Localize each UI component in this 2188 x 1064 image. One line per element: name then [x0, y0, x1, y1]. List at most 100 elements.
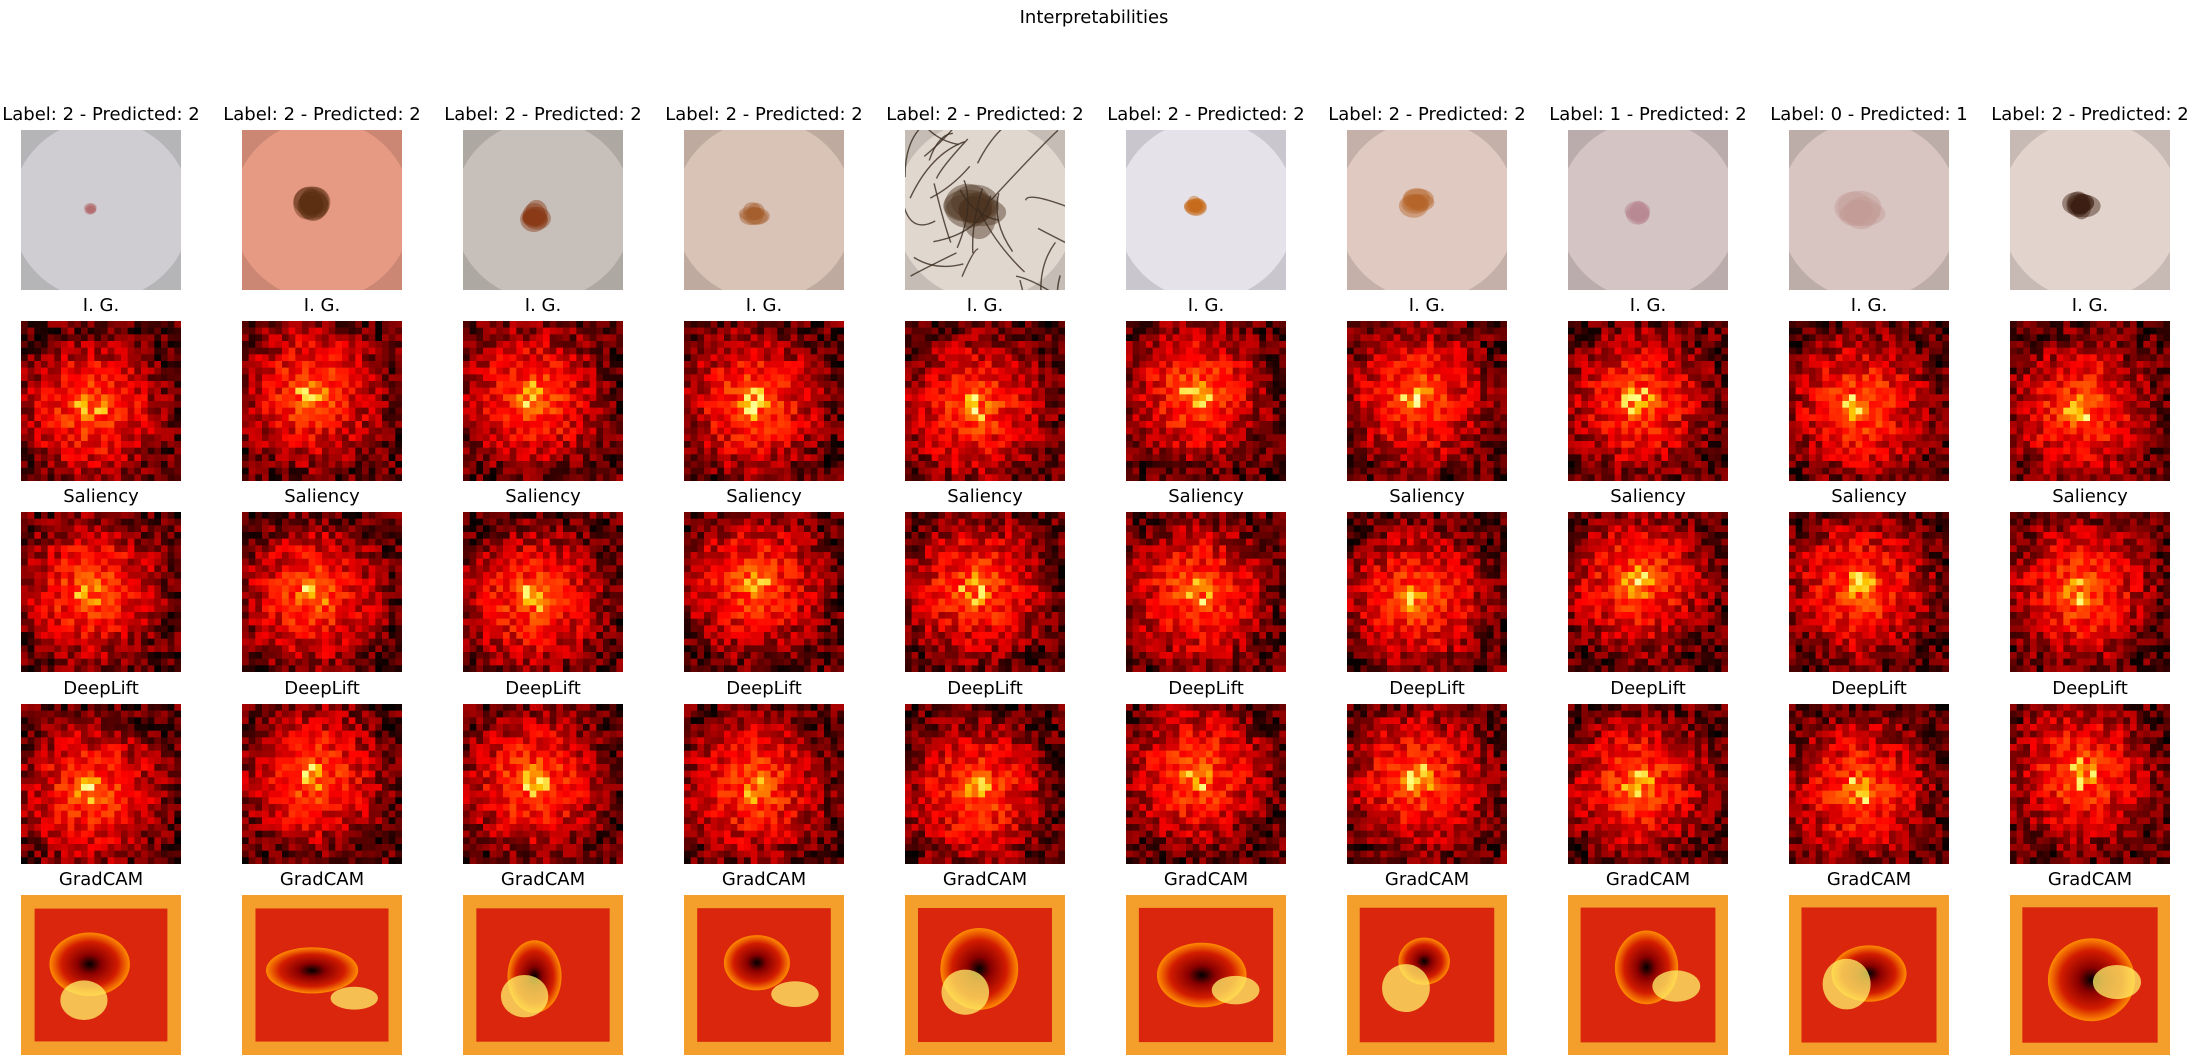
deeplift-title: DeepLift: [947, 678, 1023, 699]
ig-title: I. G.: [1850, 295, 1888, 316]
deeplift-heatmap: [1568, 704, 1728, 864]
deeplift-title: DeepLift: [63, 678, 139, 699]
gradcam-title: GradCAM: [2047, 869, 2133, 890]
deeplift-heatmap: [2010, 704, 2170, 864]
cell-gradcam-7: GradCAM: [1317, 869, 1537, 1059]
ig-heatmap: [242, 321, 402, 481]
ig-title: I. G.: [303, 295, 341, 316]
saliency-map: [905, 512, 1065, 672]
sample-title: Label: 2 - Predicted: 2: [665, 104, 863, 125]
cell-deeplift-6: DeepLift: [1096, 678, 1316, 868]
cell-saliency-4: Saliency: [654, 486, 874, 676]
cell-gradcam-2: GradCAM: [212, 869, 432, 1059]
deeplift-title: DeepLift: [1168, 678, 1244, 699]
saliency-title: Saliency: [1389, 486, 1465, 507]
cell-input-4: Label: 2 - Predicted: 2: [654, 104, 874, 294]
ig-heatmap: [21, 321, 181, 481]
gradcam-heatmap: [684, 895, 844, 1055]
saliency-heatmap: [1126, 512, 1286, 672]
ig-heatmap: [905, 321, 1065, 481]
ig-map: [242, 321, 402, 481]
sample-title: Label: 0 - Predicted: 1: [1770, 104, 1968, 125]
saliency-heatmap: [463, 512, 623, 672]
lesion-image: [1126, 130, 1286, 290]
cell-deeplift-4: DeepLift: [654, 678, 874, 868]
ig-title: I. G.: [1187, 295, 1225, 316]
ig-map: [463, 321, 623, 481]
deeplift-heatmap: [21, 704, 181, 864]
cell-ig-7: I. G.: [1317, 295, 1537, 485]
sample-title: Label: 2 - Predicted: 2: [886, 104, 1084, 125]
saliency-heatmap: [1568, 512, 1728, 672]
gradcam-map: [21, 895, 181, 1055]
cell-deeplift-9: DeepLift: [1759, 678, 1979, 868]
lesion-image: [684, 130, 844, 290]
cell-saliency-6: Saliency: [1096, 486, 1316, 676]
gradcam-map: [905, 895, 1065, 1055]
saliency-map: [2010, 512, 2170, 672]
cell-saliency-1: Saliency: [0, 486, 211, 676]
lesion-image: [2010, 130, 2170, 290]
saliency-title: Saliency: [947, 486, 1023, 507]
gradcam-title: GradCAM: [721, 869, 807, 890]
cell-input-1: Label: 2 - Predicted: 2: [0, 104, 211, 294]
deeplift-title: DeepLift: [1610, 678, 1686, 699]
saliency-heatmap: [21, 512, 181, 672]
gradcam-title: GradCAM: [1826, 869, 1912, 890]
lesion-photo: [1347, 130, 1507, 290]
lesion-photo: [463, 130, 623, 290]
lesion-photo: [1126, 130, 1286, 290]
gradcam-title: GradCAM: [500, 869, 586, 890]
lesion-photo: [684, 130, 844, 290]
lesion-image: [905, 130, 1065, 290]
deeplift-heatmap: [1126, 704, 1286, 864]
cell-input-10: Label: 2 - Predicted: 2: [1980, 104, 2188, 294]
deeplift-title: DeepLift: [284, 678, 360, 699]
deeplift-map: [684, 704, 844, 864]
gradcam-map: [463, 895, 623, 1055]
saliency-map: [21, 512, 181, 672]
ig-heatmap: [1568, 321, 1728, 481]
cell-saliency-9: Saliency: [1759, 486, 1979, 676]
cell-input-2: Label: 2 - Predicted: 2: [212, 104, 432, 294]
deeplift-map: [21, 704, 181, 864]
deeplift-heatmap: [684, 704, 844, 864]
sample-title: Label: 2 - Predicted: 2: [223, 104, 421, 125]
deeplift-heatmap: [1789, 704, 1949, 864]
saliency-map: [1347, 512, 1507, 672]
ig-map: [684, 321, 844, 481]
deeplift-title: DeepLift: [2052, 678, 2128, 699]
cell-gradcam-5: GradCAM: [875, 869, 1095, 1059]
ig-map: [1789, 321, 1949, 481]
gradcam-heatmap: [1789, 895, 1949, 1055]
cell-ig-2: I. G.: [212, 295, 432, 485]
ig-map: [21, 321, 181, 481]
saliency-title: Saliency: [1610, 486, 1686, 507]
saliency-title: Saliency: [505, 486, 581, 507]
cell-gradcam-3: GradCAM: [433, 869, 653, 1059]
sample-title: Label: 2 - Predicted: 2: [444, 104, 642, 125]
cell-saliency-8: Saliency: [1538, 486, 1758, 676]
cell-deeplift-7: DeepLift: [1317, 678, 1537, 868]
saliency-heatmap: [684, 512, 844, 672]
cell-input-5: Label: 2 - Predicted: 2: [875, 104, 1095, 294]
saliency-map: [684, 512, 844, 672]
deeplift-title: DeepLift: [505, 678, 581, 699]
cell-deeplift-5: DeepLift: [875, 678, 1095, 868]
ig-title: I. G.: [1629, 295, 1667, 316]
gradcam-heatmap: [1568, 895, 1728, 1055]
lesion-image: [21, 130, 181, 290]
cell-ig-1: I. G.: [0, 295, 211, 485]
cell-ig-9: I. G.: [1759, 295, 1979, 485]
saliency-title: Saliency: [1168, 486, 1244, 507]
gradcam-map: [1789, 895, 1949, 1055]
cell-ig-10: I. G.: [1980, 295, 2188, 485]
saliency-title: Saliency: [2052, 486, 2128, 507]
lesion-image: [1568, 130, 1728, 290]
cell-ig-3: I. G.: [433, 295, 653, 485]
lesion-photo: [1789, 130, 1949, 290]
deeplift-map: [1568, 704, 1728, 864]
ig-map: [905, 321, 1065, 481]
deeplift-title: DeepLift: [1389, 678, 1465, 699]
gradcam-map: [1568, 895, 1728, 1055]
